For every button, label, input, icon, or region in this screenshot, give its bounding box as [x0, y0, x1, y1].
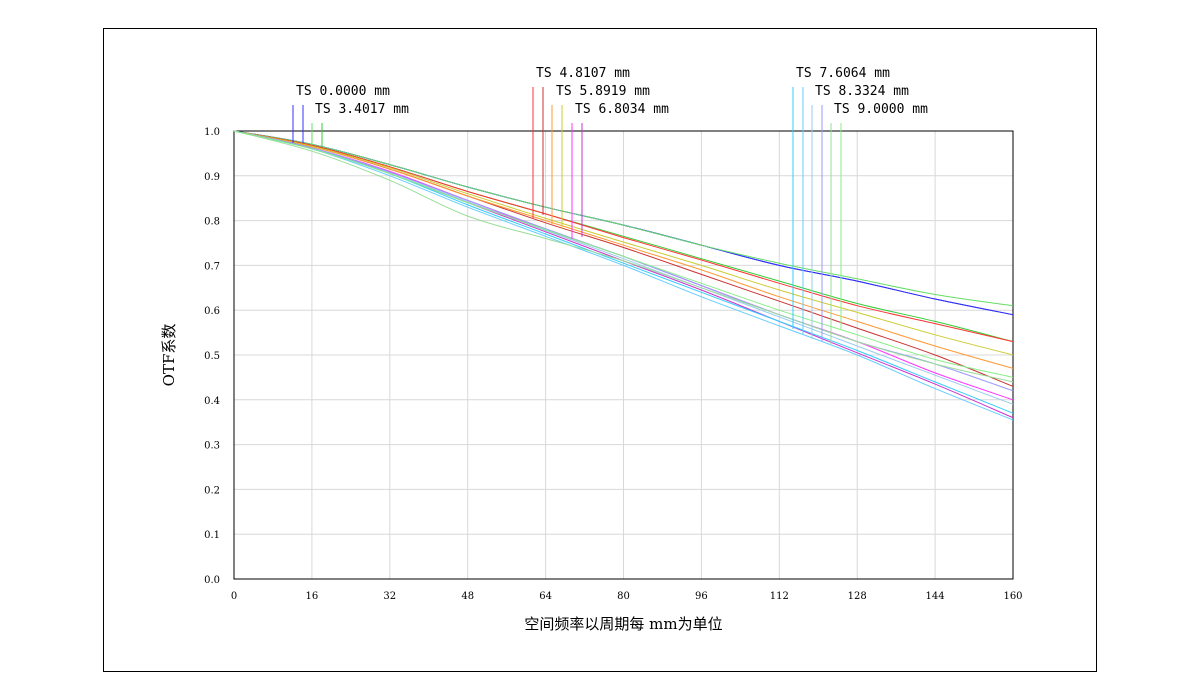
x-tick-label: 0 — [231, 591, 237, 602]
y-tick-label: 0.5 — [204, 351, 220, 362]
y-tick-label: 0.1 — [204, 530, 220, 541]
legend-label: TS 7.6064 mm — [796, 66, 890, 81]
x-axis-label: 空间频率以周期每 mm为单位 — [524, 615, 722, 633]
x-tick-label: 144 — [926, 591, 945, 602]
x-tick-label: 160 — [1003, 591, 1022, 602]
x-tick-label: 112 — [770, 591, 789, 602]
series-line — [233, 130, 1014, 369]
series-line — [233, 130, 1014, 378]
series-line — [233, 130, 1014, 356]
y-tick-label: 0.9 — [204, 172, 220, 183]
y-tick-label: 0.0 — [204, 575, 220, 586]
legend-label: TS 6.8034 mm — [575, 102, 669, 117]
series-group — [233, 130, 1014, 421]
series-line — [233, 130, 1014, 343]
y-tick-label: 1.0 — [204, 127, 220, 138]
legend-label: TS 0.0000 mm — [296, 84, 390, 99]
x-tick-label: 64 — [539, 591, 552, 602]
x-tick-label: 16 — [306, 591, 319, 602]
legend-label: TS 5.8919 mm — [556, 84, 650, 99]
legend: TS 0.0000 mm TS 3.4017 mm TS 4.8107 mm TS 5… — [292, 66, 928, 344]
y-tick-label: 0.2 — [204, 485, 220, 496]
chart-frame: 0 16 32 48 64 80 96 112 128 144 160 0.0 0.1 0.2 0.3 0.4… — [103, 28, 1097, 672]
x-tick-label: 80 — [617, 591, 630, 602]
grid — [233, 130, 1014, 580]
y-tick-label: 0.7 — [204, 261, 220, 272]
y-axis-label: OTF系数 — [160, 324, 178, 387]
series-line — [233, 130, 1014, 421]
legend-label: TS 9.0000 mm — [834, 102, 928, 117]
legend-label: TS 4.8107 mm — [536, 66, 630, 81]
legend-label: TS 8.3324 mm — [815, 84, 909, 99]
otf-chart: 0 16 32 48 64 80 96 112 128 144 160 0.0 0.1 0.2 0.3 0.4… — [160, 66, 1023, 633]
series-line — [233, 130, 1014, 307]
y-tick-label: 0.8 — [204, 217, 220, 228]
y-tick-label: 0.4 — [204, 396, 220, 407]
y-tick-label: 0.6 — [204, 306, 220, 317]
x-tick-label: 32 — [383, 591, 396, 602]
legend-label: TS 3.4017 mm — [315, 102, 409, 117]
x-tick-label: 96 — [695, 591, 708, 602]
tick-labels: 0 16 32 48 64 80 96 112 128 144 160 0.0 0.1 0.2 0.3 0.4… — [204, 127, 1022, 602]
x-tick-label: 48 — [461, 591, 474, 602]
series-line — [233, 130, 1014, 383]
x-tick-label: 128 — [848, 591, 867, 602]
y-tick-label: 0.3 — [204, 441, 220, 452]
